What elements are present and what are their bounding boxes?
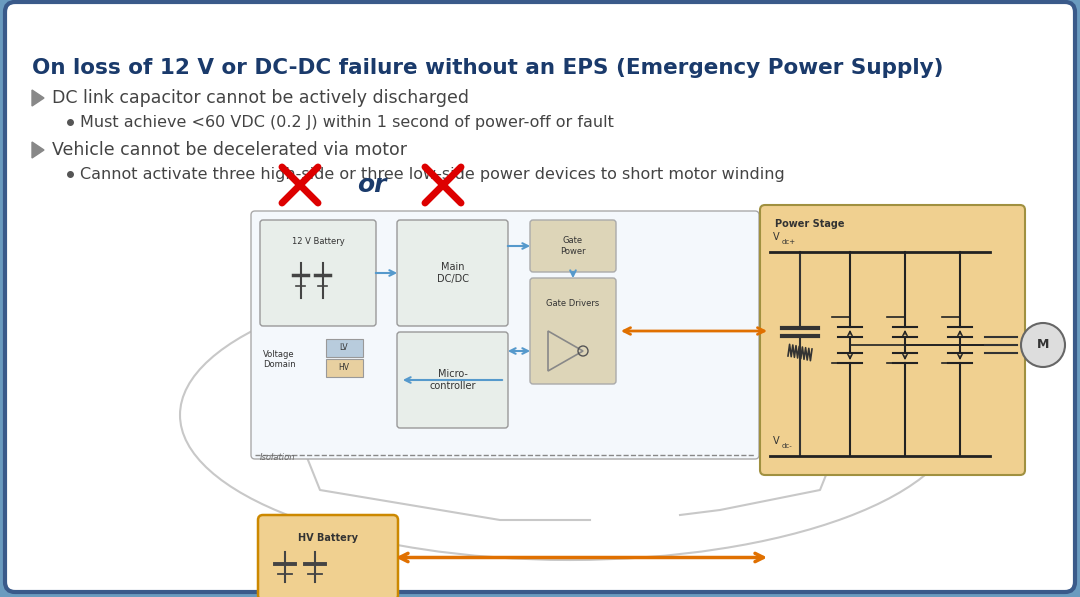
Text: Micro-
controller: Micro- controller <box>429 369 476 391</box>
Text: 12 V Battery: 12 V Battery <box>292 236 345 245</box>
FancyBboxPatch shape <box>258 515 399 597</box>
FancyBboxPatch shape <box>5 2 1075 592</box>
Text: Isolation: Isolation <box>260 453 296 462</box>
FancyBboxPatch shape <box>326 359 363 377</box>
Text: DC link capacitor cannot be actively discharged: DC link capacitor cannot be actively dis… <box>52 89 469 107</box>
Text: Gate Drivers: Gate Drivers <box>546 298 599 307</box>
Text: HV Battery: HV Battery <box>298 533 357 543</box>
Text: dc-: dc- <box>782 443 793 449</box>
Text: Gate
Power: Gate Power <box>561 236 585 256</box>
Text: LV: LV <box>340 343 349 352</box>
Text: V: V <box>773 436 780 446</box>
Text: V: V <box>773 232 780 242</box>
Text: or: or <box>356 173 387 197</box>
Text: Power Stage: Power Stage <box>775 219 845 229</box>
Text: On loss of 12 V or DC-DC failure without an EPS (Emergency Power Supply): On loss of 12 V or DC-DC failure without… <box>32 58 944 78</box>
Text: Main
DC/DC: Main DC/DC <box>436 262 469 284</box>
Text: Voltage
Domain: Voltage Domain <box>264 350 296 370</box>
FancyBboxPatch shape <box>760 205 1025 475</box>
FancyBboxPatch shape <box>530 220 616 272</box>
Circle shape <box>1021 323 1065 367</box>
Text: M: M <box>1037 338 1049 352</box>
Text: HV: HV <box>338 364 350 373</box>
Polygon shape <box>32 142 44 158</box>
FancyBboxPatch shape <box>251 211 759 459</box>
Text: Cannot activate three high-side or three low-side power devices to short motor w: Cannot activate three high-side or three… <box>80 167 785 181</box>
FancyBboxPatch shape <box>260 220 376 326</box>
Text: Vehicle cannot be decelerated via motor: Vehicle cannot be decelerated via motor <box>52 141 407 159</box>
FancyBboxPatch shape <box>530 278 616 384</box>
Text: dc+: dc+ <box>782 239 796 245</box>
FancyBboxPatch shape <box>326 339 363 357</box>
FancyBboxPatch shape <box>397 220 508 326</box>
Text: Must achieve <60 VDC (0.2 J) within 1 second of power-off or fault: Must achieve <60 VDC (0.2 J) within 1 se… <box>80 115 613 130</box>
FancyBboxPatch shape <box>397 332 508 428</box>
Polygon shape <box>32 90 44 106</box>
